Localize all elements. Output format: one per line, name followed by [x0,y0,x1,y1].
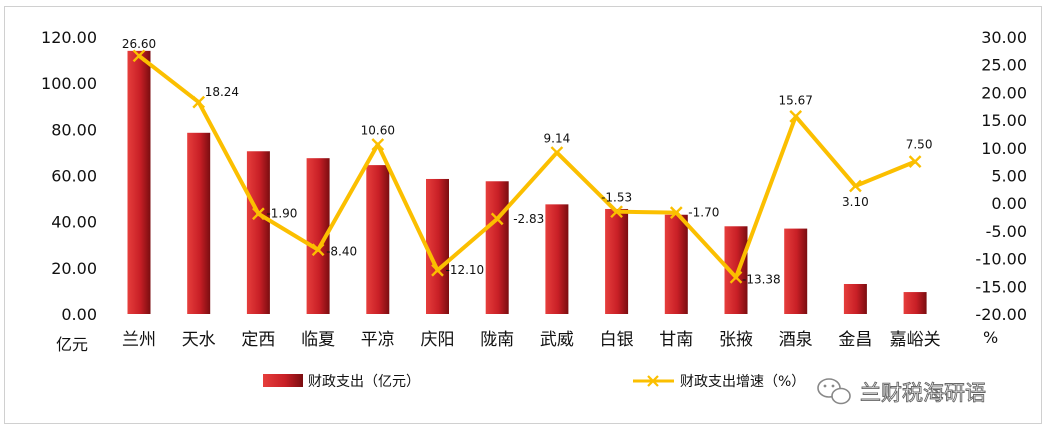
data-label: -2.83 [513,212,544,226]
data-label: 9.14 [544,132,571,146]
right-tick-label: 15.00 [981,111,1027,130]
line-point-7 [550,146,564,159]
bar-12 [843,283,867,314]
legend-bar-entry: 财政支出（亿元） [263,374,420,390]
bar-10 [724,226,748,314]
category-label: 金昌 [838,330,872,350]
left-tick-label: 80.00 [51,120,97,139]
legend-line-entry: 财政支出增速（%） [633,374,805,390]
wechat-icon [817,378,851,405]
category-label: 甘南 [659,330,693,350]
data-label: 26.60 [122,37,156,51]
right-tick-label: -20.00 [975,305,1027,324]
line-point-6 [490,212,504,226]
right-tick-label: -15.00 [975,277,1027,296]
legend-bar-label: 财政支出（亿元） [308,374,420,390]
category-label: 酒泉 [779,330,813,350]
line-point-12 [849,179,862,193]
data-label: 7.50 [906,138,933,152]
left-tick-label: 120.00 [41,28,97,47]
legend-line-label: 财政支出增速（%） [680,374,805,390]
left-tick-label: 40.00 [51,213,97,232]
data-label: 10.60 [361,123,395,137]
category-label: 兰州 [122,330,156,350]
category-label: 武威 [540,330,574,350]
line-point-9 [669,206,683,219]
data-label: -13.38 [742,272,781,286]
data-label: -1.90 [266,207,297,221]
left-axis-unit: 亿元 [56,335,88,354]
category-axis: 兰州 天水 定西 临夏 平凉 庆阳 陇南 武威 白银 甘南 张掖 酒泉 金昌 嘉峪关 [122,330,941,350]
left-tick-label: 60.00 [51,167,97,186]
category-label: 临夏 [301,330,335,350]
right-tick-label: 5.00 [991,167,1027,186]
bar-7 [545,204,569,314]
bar-13 [903,292,927,314]
category-label: 白银 [600,330,634,350]
right-tick-label: 25.00 [981,56,1027,75]
data-label: -1.53 [601,191,632,205]
category-label: 定西 [241,330,275,350]
legend-line-marker [647,375,659,387]
chart-frame [4,6,1042,424]
line-point-13 [908,155,922,168]
line-point-10 [729,270,743,284]
bar-series [127,50,927,314]
watermark: 兰财税海研语 [817,378,986,405]
right-axis-unit: % [983,328,998,347]
right-tick-label: -10.00 [975,250,1027,269]
category-label: 平凉 [361,330,395,350]
bar-0 [127,50,151,314]
left-tick-label: 100.00 [41,74,97,93]
left-tick-label: 20.00 [51,259,97,278]
legend-bar-swatch [263,374,303,387]
category-label: 陇南 [480,330,514,350]
bar-6 [485,181,509,314]
line-point-1 [192,95,206,109]
left-tick-label: 0.00 [61,305,97,324]
line-point-4 [371,138,385,151]
right-axis: -20.00 -15.00 -10.00 -5.00 0.00 5.00 10.00 15.0… [975,28,1027,324]
data-label: 18.24 [205,85,239,99]
line-point-11 [789,110,803,123]
right-tick-label: 0.00 [991,194,1027,213]
right-tick-label: 30.00 [981,28,1027,47]
bar-1 [187,132,211,314]
left-axis: 0.00 20.00 40.00 60.00 80.00 100.00 120.00 [41,28,97,324]
category-label: 庆阳 [421,330,455,350]
data-label: 3.10 [842,195,869,209]
data-label: 15.67 [779,93,813,107]
bar-9 [664,214,688,314]
line-point-2 [252,207,265,221]
line-point-8 [610,205,623,219]
category-label: 嘉峪关 [890,330,941,350]
data-labels: 26.60 18.24 -1.90 -8.40 10.60 -12.10 -2.83 9.14… [122,37,933,286]
right-tick-label: 20.00 [981,83,1027,102]
bar-8 [605,208,629,314]
bar-2 [246,151,270,314]
bar-4 [366,165,390,314]
legend: 财政支出（亿元） 财政支出增速（%） [263,374,805,390]
growth-line [137,54,916,280]
bar-3 [306,158,330,314]
bar-11 [784,228,808,314]
data-label: -8.40 [326,245,357,259]
line-point-3 [311,243,325,257]
bar-5 [426,178,449,314]
line-point-5 [431,263,444,277]
data-label: -12.10 [446,263,485,277]
line-series [132,49,922,284]
data-label: -1.70 [688,206,719,220]
category-label: 张掖 [719,330,753,350]
watermark-text: 兰财税海研语 [860,381,986,405]
category-label: 天水 [182,330,216,350]
line-point-0 [132,49,146,63]
right-tick-label: 10.00 [981,139,1027,158]
right-tick-label: -5.00 [986,222,1027,241]
